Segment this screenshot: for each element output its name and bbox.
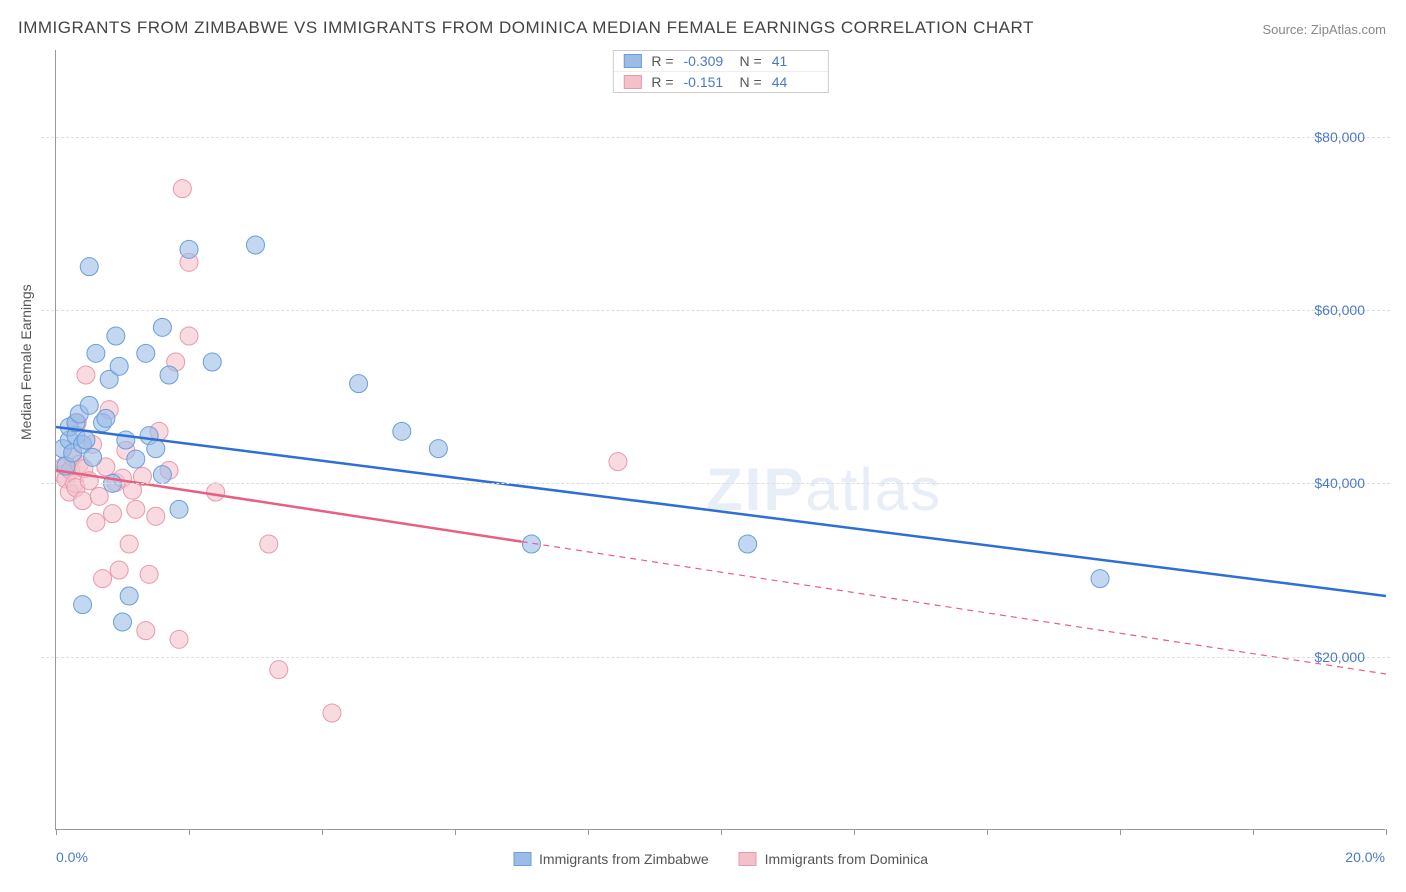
data-point	[203, 353, 221, 371]
data-point	[127, 450, 145, 468]
n-value-zimbabwe: 41	[772, 53, 818, 69]
data-point	[739, 535, 757, 553]
data-point	[260, 535, 278, 553]
x-tick	[1253, 829, 1254, 835]
data-point	[107, 327, 125, 345]
n-value-dominica: 44	[772, 74, 818, 90]
data-point	[153, 466, 171, 484]
swatch-dominica	[739, 852, 757, 866]
gridline	[41, 483, 1390, 484]
legend-label-dominica: Immigrants from Dominica	[765, 851, 928, 867]
data-point	[147, 507, 165, 525]
x-tick	[588, 829, 589, 835]
data-point	[114, 613, 132, 631]
plot-area: ZIPatlas R = -0.309 N = 41 R = -0.151 N …	[55, 50, 1385, 830]
data-point	[77, 431, 95, 449]
data-point	[77, 366, 95, 384]
y-tick-label: $80,000	[1314, 129, 1365, 145]
data-point	[1091, 570, 1109, 588]
x-tick	[721, 829, 722, 835]
x-tick	[1386, 829, 1387, 835]
data-point	[173, 180, 191, 198]
regression-line	[56, 427, 1386, 596]
r-label: R =	[651, 53, 673, 69]
data-point	[323, 704, 341, 722]
legend-item-zimbabwe: Immigrants from Zimbabwe	[513, 851, 709, 867]
data-point	[350, 375, 368, 393]
n-label: N =	[740, 53, 762, 69]
chart-svg	[56, 50, 1386, 830]
data-point	[160, 366, 178, 384]
legend-item-dominica: Immigrants from Dominica	[739, 851, 928, 867]
data-point	[97, 409, 115, 427]
data-point	[140, 565, 158, 583]
r-label: R =	[651, 74, 673, 90]
source-label: Source: ZipAtlas.com	[1262, 22, 1386, 37]
gridline	[41, 657, 1390, 658]
y-axis-label: Median Female Earnings	[18, 284, 34, 440]
data-point	[170, 630, 188, 648]
data-point	[117, 431, 135, 449]
data-point	[74, 492, 92, 510]
data-point	[110, 357, 128, 375]
data-point	[120, 535, 138, 553]
x-tick-first: 0.0%	[56, 849, 88, 865]
data-point	[180, 327, 198, 345]
data-point	[80, 396, 98, 414]
y-tick-label: $60,000	[1314, 302, 1365, 318]
r-value-dominica: -0.151	[684, 74, 730, 90]
data-point	[270, 661, 288, 679]
data-point	[429, 440, 447, 458]
data-point	[127, 500, 145, 518]
x-tick	[987, 829, 988, 835]
data-point	[104, 505, 122, 523]
stats-legend: R = -0.309 N = 41 R = -0.151 N = 44	[612, 50, 828, 93]
x-tick	[56, 829, 57, 835]
x-tick	[455, 829, 456, 835]
data-point	[137, 344, 155, 362]
data-point	[87, 344, 105, 362]
data-point	[74, 596, 92, 614]
data-point	[247, 236, 265, 254]
data-point	[84, 448, 102, 466]
regression-line	[56, 470, 522, 541]
data-point	[94, 570, 112, 588]
data-point	[180, 240, 198, 258]
n-label: N =	[740, 74, 762, 90]
legend-label-zimbabwe: Immigrants from Zimbabwe	[539, 851, 709, 867]
swatch-zimbabwe	[513, 852, 531, 866]
data-point	[170, 500, 188, 518]
data-point	[207, 483, 225, 501]
swatch-dominica	[623, 75, 641, 89]
data-point	[87, 513, 105, 531]
stats-row-dominica: R = -0.151 N = 44	[613, 71, 827, 92]
x-tick-last: 20.0%	[1345, 849, 1385, 865]
data-point	[609, 453, 627, 471]
data-point	[393, 422, 411, 440]
chart-title: IMMIGRANTS FROM ZIMBABWE VS IMMIGRANTS F…	[18, 18, 1034, 38]
regression-line-extrapolated	[522, 542, 1387, 674]
x-tick	[1120, 829, 1121, 835]
x-tick	[322, 829, 323, 835]
y-tick-label: $40,000	[1314, 475, 1365, 491]
data-point	[90, 487, 108, 505]
gridline	[41, 137, 1390, 138]
data-point	[147, 440, 165, 458]
series-legend: Immigrants from Zimbabwe Immigrants from…	[513, 851, 928, 867]
x-tick	[189, 829, 190, 835]
stats-row-zimbabwe: R = -0.309 N = 41	[613, 51, 827, 71]
data-point	[153, 318, 171, 336]
data-point	[110, 561, 128, 579]
r-value-zimbabwe: -0.309	[684, 53, 730, 69]
gridline	[41, 310, 1390, 311]
y-tick-label: $20,000	[1314, 649, 1365, 665]
swatch-zimbabwe	[623, 54, 641, 68]
data-point	[120, 587, 138, 605]
data-point	[137, 622, 155, 640]
x-tick	[854, 829, 855, 835]
data-point	[80, 258, 98, 276]
